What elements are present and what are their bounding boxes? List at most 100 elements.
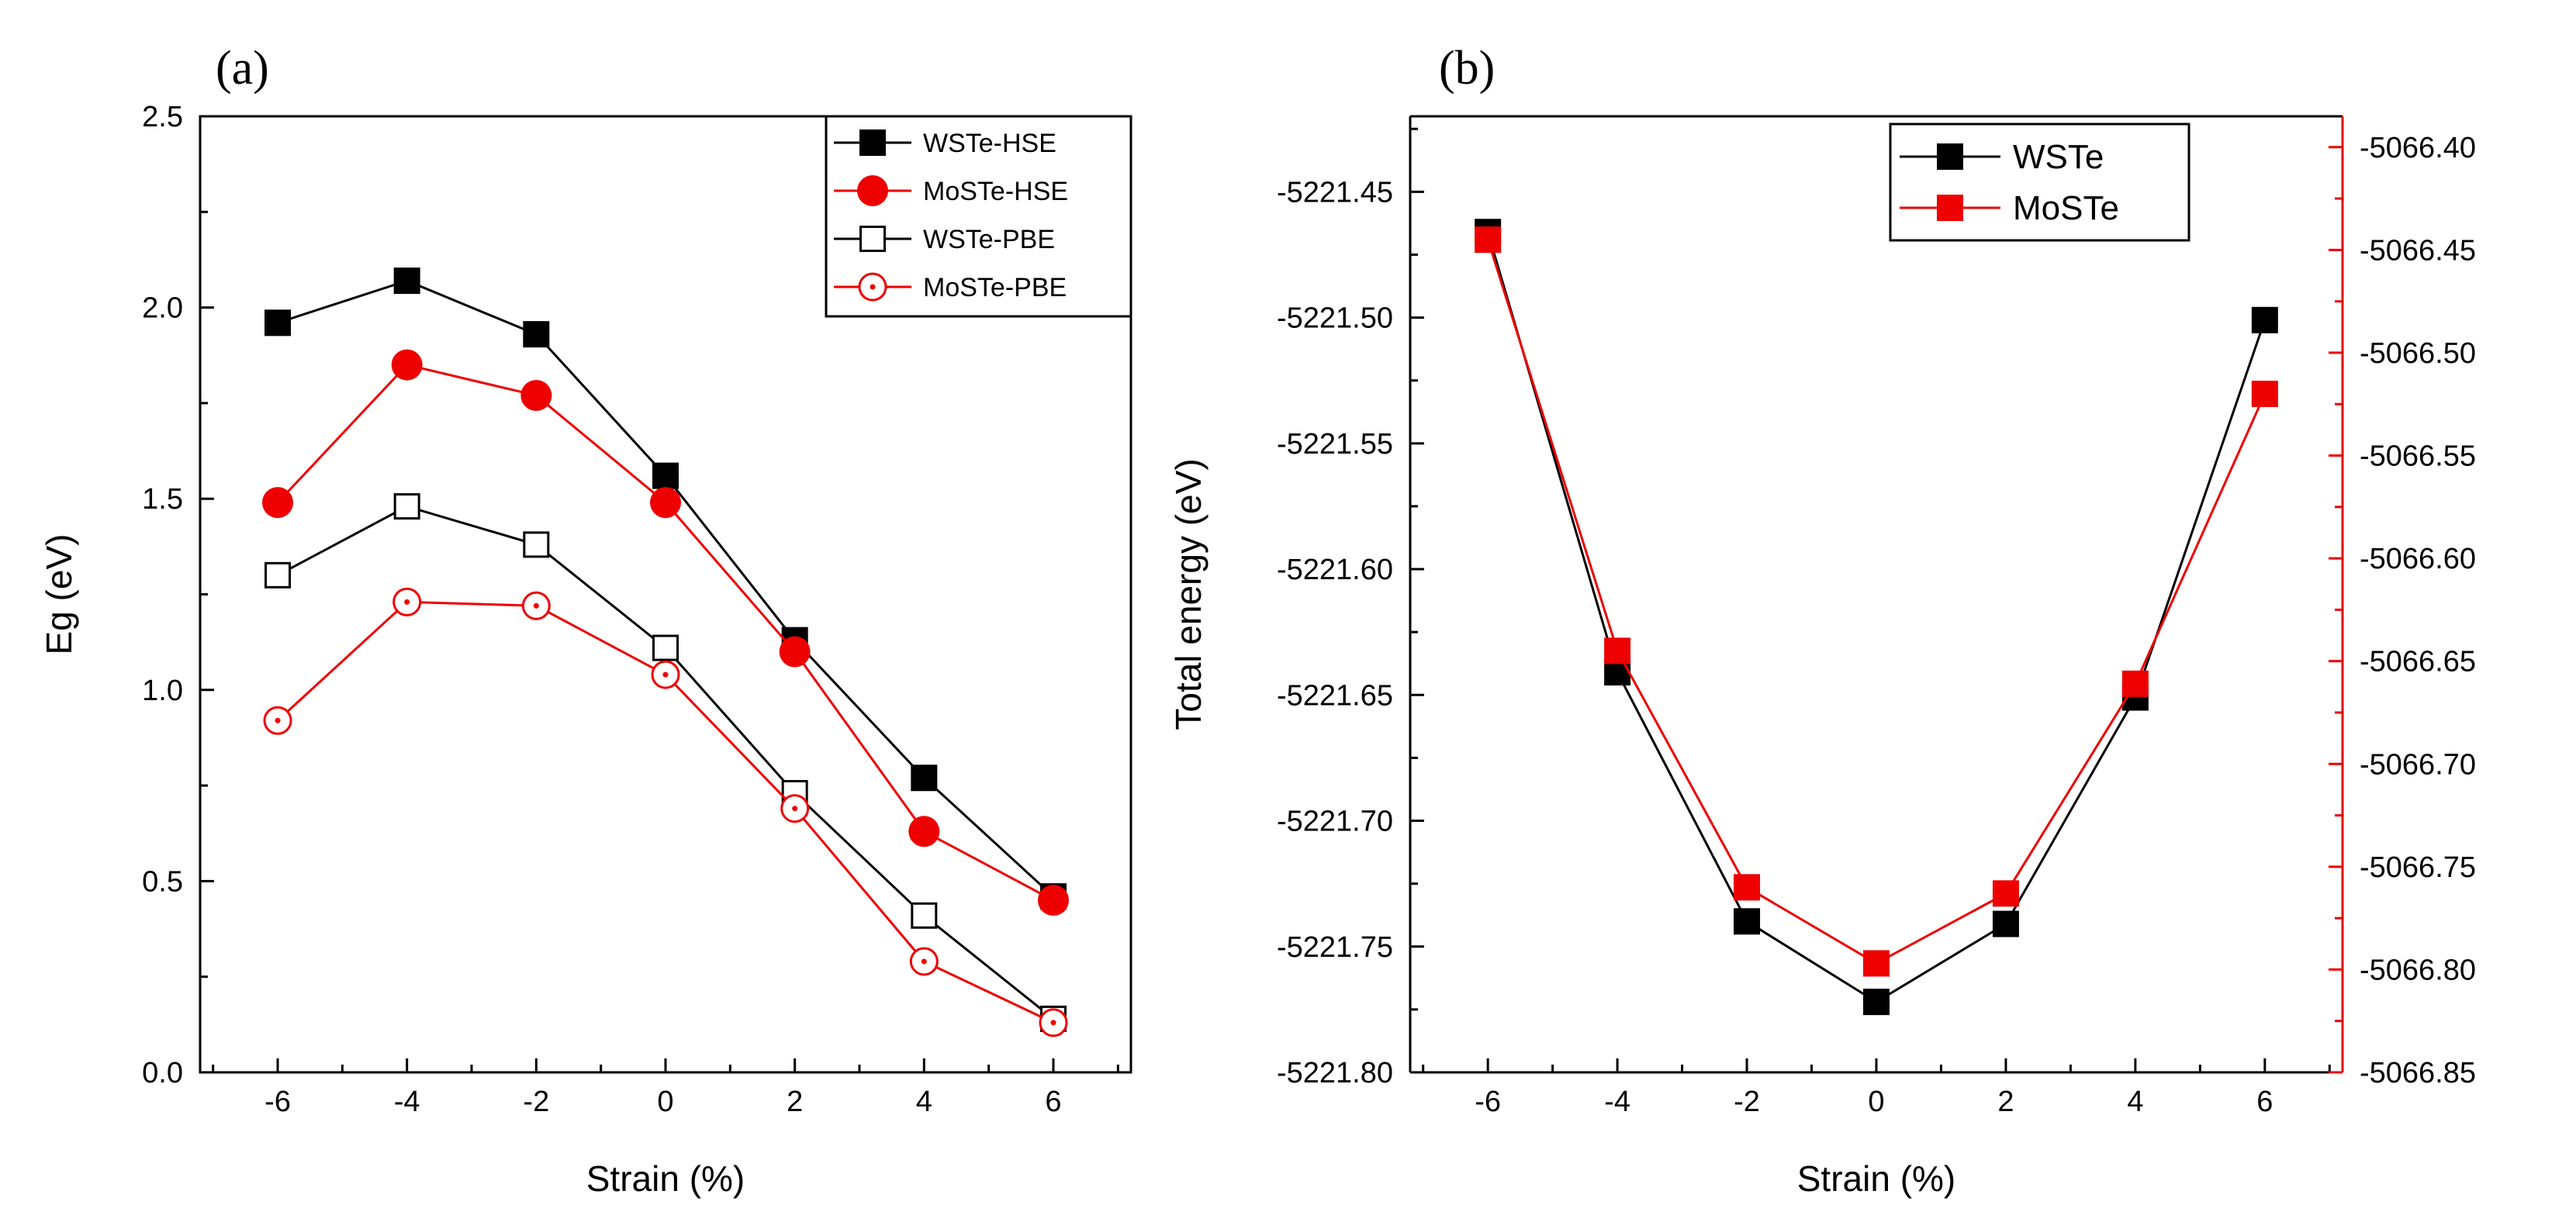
panel-b-x-tick-label: 6 [2256, 1086, 2273, 1118]
panel-a-legend-marker [859, 226, 886, 252]
panel-a-x-tick-label: -4 [394, 1086, 420, 1118]
panel-a-data-point [265, 309, 291, 337]
panel-b-left-tick-label: -5221.75 [1277, 931, 1393, 964]
panel-b-x-tick-label: 2 [1997, 1086, 2014, 1118]
panel-a-data-point [911, 765, 938, 792]
panel-b-label: (b) [1439, 42, 1495, 95]
panel-a-data-point [779, 636, 811, 668]
panel-a-x-tick-label: 6 [1045, 1086, 1061, 1118]
panel-b-data-point [1475, 226, 1502, 254]
panel-a-data-point [1039, 1008, 1068, 1037]
panel-a-y-tick-label: 0.5 [142, 865, 183, 898]
panel-a-x-tick-label: 4 [916, 1086, 932, 1118]
panel-a-x-tick-label: -6 [265, 1086, 291, 1118]
panel-b-series-wste [1475, 219, 2278, 1016]
panel-b-series-line [1486, 231, 2267, 1003]
panel-a-data-point-dot [662, 671, 669, 678]
panel-a-y-tick-label: 2.5 [142, 101, 183, 133]
panel-b-left-tick-label: -5221.65 [1277, 679, 1393, 712]
panel-a-legend-label: MoSTe-PBE [923, 273, 1067, 302]
panel-b-data-point [1992, 910, 2019, 937]
panel-b-right-tick-label: -5066.65 [2360, 646, 2476, 678]
panel-a-data-point [520, 380, 552, 412]
panel-b-left-tick-label: -5221.55 [1277, 428, 1393, 461]
panel-b-left-tick-label: -5221.50 [1277, 302, 1393, 335]
panel-a-data-point-dot [533, 602, 539, 609]
panel-a-series-wste-hse [265, 268, 1067, 910]
panel-b-right-tick-label: -5066.40 [2360, 132, 2476, 164]
panel-a-data-point-dot [921, 958, 927, 965]
panel-a-legend-label: WSTe-HSE [923, 129, 1056, 158]
panel-a-y-tick-label: 2.0 [142, 292, 183, 325]
panel-b-right-tick-label: -5066.80 [2360, 954, 2476, 986]
panel-b-left-tick-label: -5221.60 [1277, 554, 1393, 586]
panel-a-label: (a) [216, 42, 269, 95]
panel-b-data-point [1863, 950, 1890, 977]
panel-b-right-tick-label: -5066.75 [2360, 851, 2476, 884]
panel-a-legend-label: MoSTe-HSE [923, 177, 1068, 206]
panel-a-data-point [908, 816, 940, 847]
panel-a-legend-marker [857, 175, 888, 206]
panel-a-x-tick-label: 0 [657, 1086, 673, 1118]
panel-b-data-point [1734, 908, 1761, 935]
panel-a-data-point-dot [275, 717, 281, 723]
panel-a-data-point-dot [404, 599, 410, 605]
panel-a-x-tick-label: -2 [523, 1086, 549, 1118]
panel-b-legend-marker [1937, 143, 1963, 170]
panel-b-x-tick-label: -2 [1734, 1086, 1760, 1118]
panel-b-right-tick-label: -5066.55 [2360, 440, 2476, 473]
panel-a-data-point [651, 660, 680, 689]
panel-a-x-tick-label: 2 [787, 1086, 803, 1118]
panel-a-legend-marker [858, 272, 887, 302]
panel-b-energy-vs-strain: (b) -6 -4 -2 0 2 4 6 -5221.45 -5221.50 -5221.55 -52… [1168, 42, 2476, 1199]
panel-a-y-tick-label: 1.0 [142, 675, 183, 707]
panel-b-data-point [1734, 874, 1761, 901]
panel-a-data-point [392, 587, 422, 616]
panel-a-data-point [1038, 885, 1069, 916]
panel-a-x-axis-label: Strain (%) [586, 1158, 745, 1199]
panel-b-x-tick-label: 4 [2127, 1086, 2143, 1118]
panel-b-x-tick-label: 0 [1868, 1086, 1884, 1118]
panel-b-left-tick-label: -5221.80 [1277, 1057, 1393, 1089]
panel-b-left-tick-label: -5221.70 [1277, 806, 1393, 838]
panel-b-x-tick-label: -6 [1475, 1086, 1501, 1118]
panel-a-y-axis-label: Eg (eV) [39, 534, 79, 655]
panel-b-data-point [2251, 380, 2278, 407]
panel-a-y-tick-label: 1.5 [142, 483, 183, 516]
panel-b-legend-marker [1937, 195, 1963, 221]
panel-a-y-tick-label: 0.0 [142, 1057, 183, 1089]
panel-a-data-point [523, 321, 550, 348]
panel-a-legend-marker [859, 129, 886, 156]
panel-a-data-point [652, 634, 679, 661]
panel-b-legend-label: MoSTe [2013, 189, 2119, 227]
panel-b-legend-label: WSTe [2013, 138, 2104, 176]
panel-a-legend-label: WSTe-PBE [923, 225, 1055, 254]
panel-b-data-point [1863, 989, 1890, 1016]
panel-b-series-line [1486, 239, 2267, 965]
panel-a-data-point [263, 706, 292, 735]
panel-a-data-point [521, 591, 551, 620]
panel-a-data-point [393, 268, 420, 295]
panel-a-data-point [393, 493, 420, 520]
panel-b-data-point [2251, 306, 2278, 333]
panel-a-data-point [909, 947, 939, 976]
panel-b-series-moste [1475, 226, 2278, 977]
panel-a-data-point [391, 349, 423, 381]
panel-b-data-point [1992, 880, 2019, 907]
panel-a-legend-marker-dot [870, 284, 876, 290]
panel-a-series-wste-pbe [265, 493, 1067, 1032]
panel-a-data-point [265, 561, 291, 589]
panel-a-data-point-dot [792, 806, 798, 812]
panel-b-right-tick-label: -5066.70 [2360, 748, 2476, 781]
panel-b-data-point [1604, 637, 1631, 665]
panel-b-data-point [2121, 670, 2149, 697]
panel-a-data-point [780, 794, 810, 823]
panel-a-data-point [911, 902, 938, 929]
panel-b-legend: WSTe MoSTe [1889, 123, 2190, 242]
panel-b-right-tick-label: -5066.50 [2360, 337, 2476, 370]
panel-a-data-point-dot [1050, 1020, 1056, 1026]
panel-a-series-moste-pbe [263, 587, 1068, 1037]
panel-a-data-point [523, 531, 550, 558]
panel-a-data-point [652, 462, 679, 489]
